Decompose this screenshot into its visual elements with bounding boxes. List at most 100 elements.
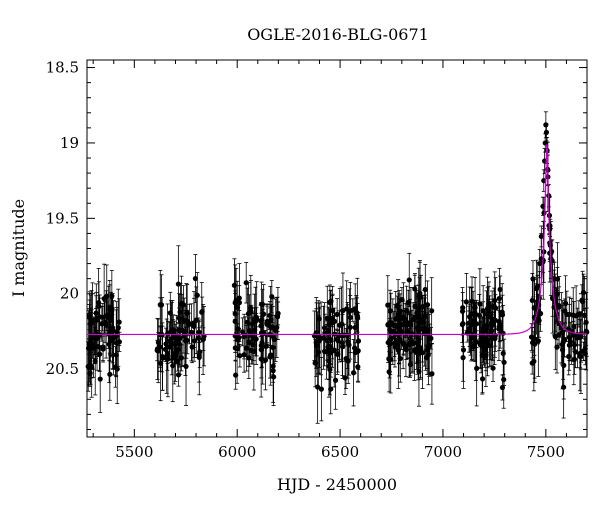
point-marker	[175, 339, 181, 345]
point-marker	[492, 334, 498, 340]
point-marker	[537, 260, 543, 267]
data-point	[420, 310, 426, 334]
point-marker	[267, 318, 273, 324]
data-point	[164, 335, 170, 371]
point-marker	[262, 357, 269, 363]
point-marker	[416, 368, 422, 375]
data-point	[100, 332, 106, 362]
point-marker	[492, 297, 498, 304]
y-tick-label: 19	[60, 134, 79, 152]
point-marker	[106, 341, 112, 347]
point-marker	[100, 344, 106, 350]
data-points	[85, 111, 590, 424]
point-marker	[542, 140, 548, 146]
data-point	[339, 310, 345, 339]
point-marker	[316, 334, 323, 340]
point-marker	[355, 348, 361, 354]
point-marker	[561, 362, 567, 368]
point-marker	[387, 308, 393, 314]
point-marker	[232, 345, 238, 351]
data-point	[538, 225, 544, 248]
chart-title: OGLE-2016-BLG-0671	[247, 25, 429, 44]
point-marker	[193, 317, 199, 323]
point-marker	[480, 308, 486, 314]
data-point	[476, 294, 482, 337]
point-marker	[492, 317, 498, 324]
point-marker	[547, 223, 553, 229]
point-marker	[386, 356, 392, 362]
data-point	[243, 262, 249, 304]
point-marker	[418, 317, 425, 323]
point-marker	[178, 355, 184, 361]
point-marker	[467, 325, 473, 331]
point-marker	[407, 361, 414, 368]
point-marker	[535, 338, 541, 344]
point-marker	[240, 329, 246, 335]
data-point	[112, 346, 119, 388]
data-point	[184, 326, 190, 355]
data-point	[270, 358, 276, 383]
point-marker	[466, 314, 473, 320]
point-marker	[191, 323, 197, 330]
data-point	[350, 339, 357, 407]
point-marker	[400, 314, 406, 320]
data-point	[579, 270, 586, 333]
point-marker	[116, 339, 122, 345]
data-point	[252, 307, 258, 353]
data-point	[418, 310, 425, 331]
data-point	[578, 319, 584, 394]
point-marker	[109, 326, 116, 332]
point-marker	[114, 328, 120, 335]
data-point	[490, 354, 496, 382]
data-point	[240, 317, 246, 347]
point-marker	[236, 300, 243, 306]
point-marker	[385, 302, 391, 308]
data-point	[537, 248, 543, 279]
point-marker	[571, 323, 577, 329]
point-marker	[471, 319, 477, 325]
point-marker	[552, 333, 558, 340]
data-point	[541, 169, 547, 192]
axis-ticks	[87, 60, 588, 437]
point-marker	[540, 203, 546, 209]
point-marker	[334, 311, 340, 317]
point-marker	[562, 337, 568, 343]
data-point	[263, 334, 269, 359]
point-marker	[528, 334, 535, 340]
point-marker	[97, 376, 103, 382]
data-point	[406, 311, 412, 378]
point-marker	[529, 340, 536, 346]
point-marker	[541, 178, 547, 184]
point-marker	[424, 302, 431, 308]
point-marker	[96, 303, 102, 309]
data-point	[499, 374, 506, 401]
point-marker	[344, 306, 350, 312]
point-marker	[164, 350, 170, 356]
point-marker	[395, 347, 401, 353]
data-point	[387, 289, 393, 332]
point-marker	[91, 334, 97, 340]
point-marker	[583, 319, 589, 325]
point-marker	[352, 306, 358, 312]
point-marker	[566, 311, 572, 318]
point-marker	[251, 348, 257, 355]
point-marker	[105, 314, 111, 320]
point-marker	[332, 377, 339, 383]
point-marker	[258, 301, 265, 307]
data-point	[236, 263, 243, 343]
data-point	[483, 339, 489, 360]
point-marker	[582, 346, 588, 352]
point-marker	[248, 305, 254, 311]
point-marker	[353, 311, 359, 317]
point-marker	[243, 345, 250, 351]
point-marker	[579, 299, 586, 305]
point-marker	[403, 347, 409, 353]
point-marker	[107, 371, 113, 377]
data-point	[335, 329, 341, 352]
data-point	[540, 196, 546, 216]
data-point	[197, 335, 203, 369]
point-marker	[487, 303, 493, 310]
data-point	[413, 285, 419, 349]
point-marker	[573, 313, 579, 319]
